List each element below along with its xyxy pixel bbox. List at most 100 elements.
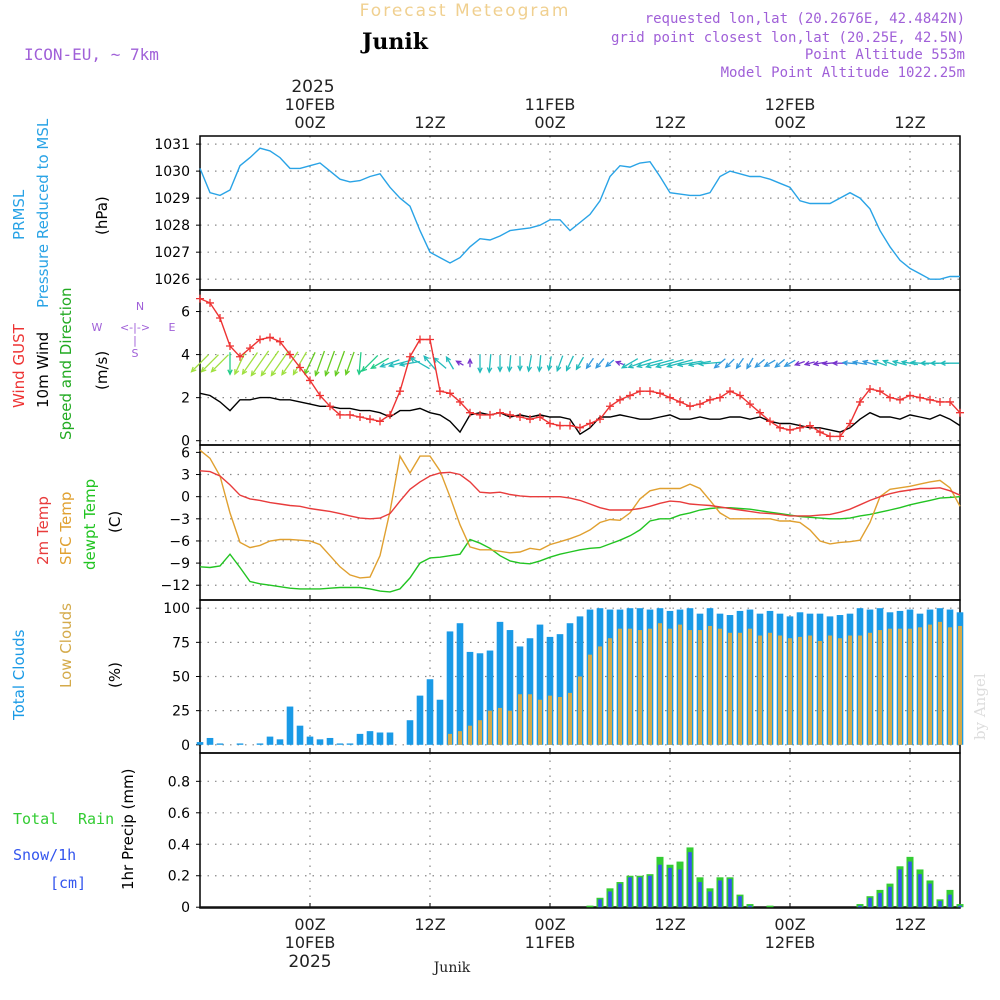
wind-arrow-head [841,360,848,366]
snow-bar [738,896,742,908]
wind-direction-arrow [314,350,326,376]
wind-arrow-head [635,362,643,369]
top-time-label: 12Z [654,113,685,132]
low-cloud-bar [888,628,892,745]
total-cloud-bar [566,623,574,745]
total-cloud-bar [306,736,314,745]
low-cloud-bar [708,625,712,745]
top-time-label: 00Z [294,113,325,132]
total-cloud-bar [536,624,544,745]
wind-arrow-head [546,365,553,372]
total-cloud-bar [406,720,414,745]
snow-bar [728,878,732,908]
snow-bar [878,893,882,908]
gust-point-marker [346,410,354,419]
wind-arrow-head [746,363,752,370]
snow-bar [888,886,892,908]
wind-arrow-head [821,360,828,367]
gust-point-marker [456,397,464,406]
wind-arrow-head [387,362,395,368]
snow-bar [708,891,712,908]
gust-point-marker [636,387,644,396]
gust-point-marker [666,393,674,402]
wind-arrow-head [517,365,523,372]
precip-ytick-label: 0.8 [168,774,190,790]
low-cloud-bar [758,635,762,745]
clouds-ytick-label: 0 [181,738,190,754]
wind-direction-arrow [637,359,663,368]
wind-arrow-head [423,355,430,362]
wind-direction-arrow [488,354,492,373]
wind-arrow-head [605,361,612,368]
low-cloud-bar [948,627,952,745]
wind-direction-arrow [852,361,868,366]
gust-point-marker [226,341,234,350]
gust-point-marker [436,387,444,396]
low-cloud-bar [908,628,912,745]
cloud-unit-label: (%) [106,662,124,688]
total-cloud-bar [486,650,494,745]
rain-total-label: Total [13,810,58,828]
low-cloud-bar [538,699,542,745]
snow-bar [918,874,922,908]
precip-frame [199,752,961,909]
temperature-ytick-label: −3 [169,512,190,528]
wind-direction-arrow [324,350,336,376]
wind-direction-arrow [201,354,219,373]
wind-arrow-head [627,363,634,369]
temperature-ytick-label: −6 [169,534,190,550]
gust-point-marker [836,432,844,441]
gust-point-marker [656,389,664,398]
low-cloud-bar [838,638,842,745]
low-cloud-bar [718,628,722,745]
gust-point-marker [256,335,264,344]
low-cloud-bar [808,635,812,745]
gust-point-marker [736,391,744,400]
wind-arrow-head [713,362,720,369]
wind-arrow-head [506,366,513,373]
snow-bar [678,869,682,908]
snow-bar [698,882,702,908]
pressure-label-line2: Pressure Reduced to MSL [34,118,52,308]
wind-direction-arrow [345,351,355,375]
gust-point-marker [706,395,714,404]
wind-arrow-head [929,360,936,366]
wind-arrow-head [783,361,790,367]
wind-arrow-head [645,363,652,369]
gust-point-marker [926,395,934,404]
pressure-ytick-label: 1028 [154,218,190,234]
temp-sfc-label: SFC Temp [57,492,75,565]
wind-direction-arrow [813,361,827,365]
wind-arrow-head [595,362,601,369]
wind-arrow-head [281,369,287,376]
gust-point-marker [816,428,824,437]
gust-point-marker [336,410,344,419]
gust-point-marker [796,423,804,432]
wind-arrow-head [614,360,622,366]
wind-direction-arrow [586,357,594,369]
wind-direction-arrow [410,357,430,370]
compass-arrow: <-|-> [120,321,150,334]
pressure-unit-label: (hPa) [93,196,111,235]
gust-point-marker [496,408,504,417]
gust-point-marker [276,337,284,346]
gust-point-marker [326,402,334,411]
bottom-date-label: 10FEB [285,933,336,952]
rain-bar [586,905,594,908]
wind-arrow-head [793,360,801,367]
wind-direction-arrow [538,355,542,372]
low-cloud-bar [868,632,872,745]
gust-point-marker [316,391,324,400]
wind-direction-arrow [508,355,512,372]
gust-point-marker [266,333,274,342]
low-cloud-bar [558,696,562,745]
requested-coords: requested lon,lat (20.2676E, 42.4842N) [645,11,965,27]
pressure-panel: 1026 1027 1028 1029 1030 1031 [154,135,961,291]
gust-point-marker [236,352,244,361]
gust-point-marker [476,410,484,419]
gust-point-marker [846,419,854,428]
compass-south: S [132,347,139,360]
snow-bar [638,877,642,908]
wind-arrow-head [467,357,473,364]
snow-bar [618,883,622,908]
